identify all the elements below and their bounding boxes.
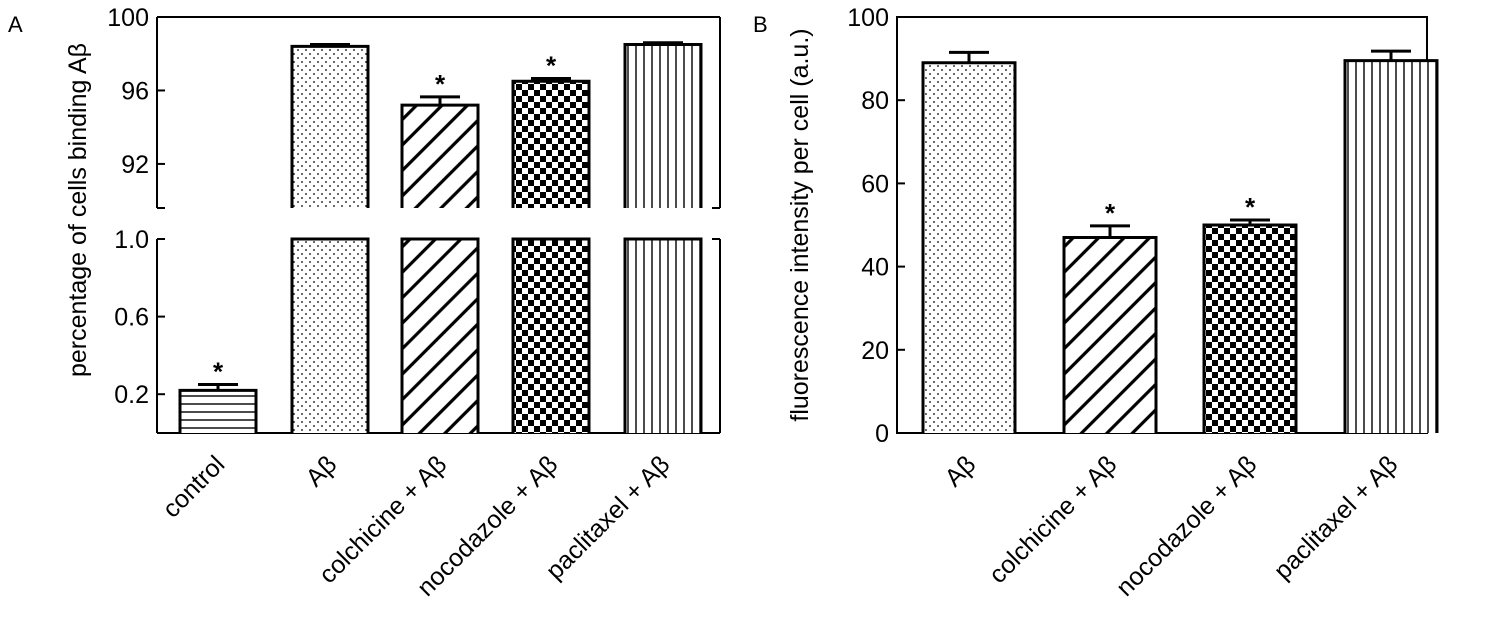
panel-a-bar-paclitaxel-a-lower-outline <box>623 237 703 433</box>
panel-a-bar-colchicine-a-upper-fill <box>402 105 478 208</box>
panel-b-category-colchicine-a-label: colchicine + Aβ <box>984 450 1123 589</box>
panel-b-y-tick-label: 0 <box>875 420 889 448</box>
panel-b-y-tick-label: 60 <box>861 170 889 198</box>
panel-a-bar-colchicine-a-lower-fill <box>402 239 478 433</box>
panel-b-chart: 0 20 40 60 80 100 Aβ * colchicine + Aβ * nocodazol… <box>847 4 1439 602</box>
panel-a-bar-colchicine-a-lower-outline <box>400 237 480 433</box>
panel-b-y-tick-label: 80 <box>861 87 889 115</box>
panel-b-y-tick-label: 100 <box>847 4 889 32</box>
panel-a-bar-colchicine-a-upper-outline <box>400 103 480 208</box>
panel-b-category-paclitaxel-a-label: paclitaxel + Aβ <box>1269 450 1404 585</box>
panel-a-bar-paclitaxel-a-lower-fill <box>625 239 701 433</box>
panel-b-bar-nocodazole-a-significance: * <box>1245 192 1256 222</box>
panel-a-bar-control-fill <box>180 390 256 433</box>
panel-b-y-axis-label: fluorescence intensity per cell (a.u.) <box>786 28 814 421</box>
panel-a-bar-nocodazole-a-significance: * <box>546 51 557 81</box>
panel-a-bar-paclitaxel-a-upper-fill <box>625 44 701 208</box>
panel-b-category-a-label: Aβ <box>939 450 981 492</box>
panel-b-bar-a-fill <box>923 62 1015 433</box>
panel-a-bar-nocodazole-a-lower-fill <box>513 239 589 433</box>
panel-b-bar-colchicine-a-significance: * <box>1105 198 1116 228</box>
panel-a-y-tick-label: 0.2 <box>114 381 149 409</box>
panel-b-y-tick-label: 20 <box>861 337 889 365</box>
panel-a-y-tick-label: 96 <box>121 77 149 105</box>
panel-a-bar-nocodazole-a-upper-fill <box>513 81 589 208</box>
panel-a-y-tick-label: 0.6 <box>114 304 149 332</box>
panel-b-bar-nocodazole-a-fill <box>1204 225 1296 433</box>
panel-a-y-tick-label: 92 <box>121 151 149 179</box>
panel-b-bar-paclitaxel-a-fill <box>1345 60 1437 434</box>
panel-a-label: A <box>8 12 23 37</box>
panel-a-bar-colchicine-a-significance: * <box>435 69 446 99</box>
panel-a-bar-nocodazole-a-lower-outline <box>511 237 591 433</box>
panel-a-bar-a-upper-fill <box>292 46 368 209</box>
panel-a-category-a-label: Aβ <box>300 450 342 492</box>
panel-a-y-tick-label: 1.0 <box>114 226 149 254</box>
panel-a-y-tick-label: 100 <box>107 4 149 32</box>
panel-a-bar-control-significance: * <box>213 357 224 387</box>
panel-a-bar-paclitaxel-a-upper-outline <box>623 43 703 208</box>
panel-a-bar-a-lower-fill <box>292 239 368 433</box>
panel-a-category-control-label: control <box>157 450 230 523</box>
panel-b-label: B <box>753 12 768 37</box>
panel-a-y-axis-label: percentage of cells binding Aβ <box>64 43 92 377</box>
panel-b-y-tick-label: 40 <box>861 254 889 282</box>
panel-a-bar-a-lower-outline <box>290 237 370 433</box>
panel-b-bar-colchicine-a-fill <box>1064 237 1156 433</box>
panel-b-category-nocodazole-a-label: nocodazole + Aβ <box>1111 450 1262 601</box>
